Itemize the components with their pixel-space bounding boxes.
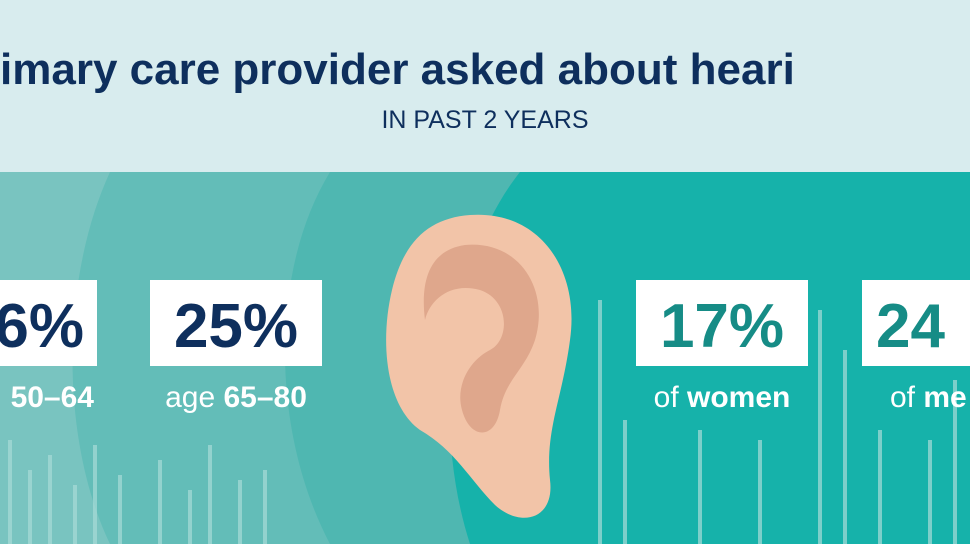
- stat-label: age 65–80: [165, 381, 307, 414]
- stat-box: [0, 280, 97, 366]
- stat-value: 17%: [660, 292, 784, 361]
- stat-label-bold: women: [686, 381, 790, 414]
- stat-label: 50–64: [11, 381, 95, 414]
- stat-label-prefix: of: [890, 381, 923, 414]
- header-band: [0, 0, 970, 172]
- stat-label-bold: 65–80: [223, 381, 306, 414]
- stat-box: [150, 280, 322, 366]
- stat-value: 6%: [0, 292, 84, 361]
- stat-value: 24: [876, 292, 945, 361]
- subtitle: IN PAST 2 YEARS: [381, 106, 588, 134]
- stat-label-prefix: age: [165, 381, 223, 414]
- stat-box: [862, 280, 970, 366]
- stat-label: of me: [890, 381, 967, 414]
- sound-lines: [8, 300, 957, 544]
- stat-label-prefix: of: [654, 381, 687, 414]
- stat-value: 25%: [174, 292, 298, 361]
- stat-label-bold: me: [923, 381, 966, 414]
- ear: [386, 214, 572, 518]
- stat-label: of women: [654, 381, 791, 414]
- title: imary care provider asked about heari: [0, 45, 795, 94]
- stat-box: [636, 280, 808, 366]
